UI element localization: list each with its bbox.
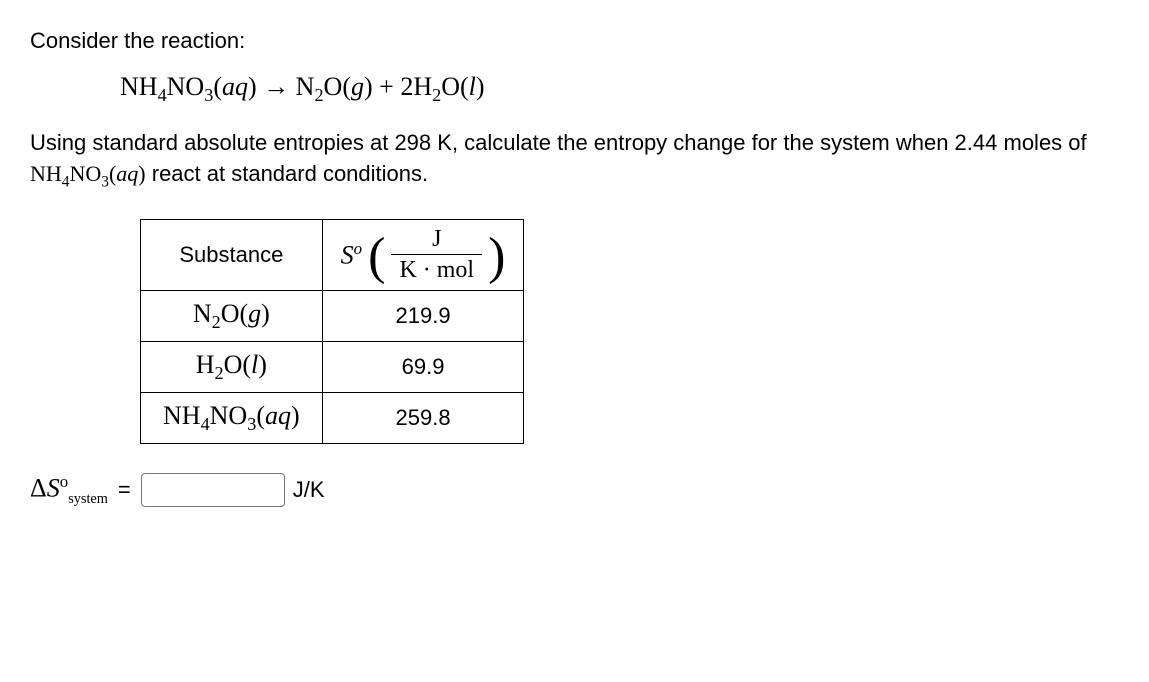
table-row: H2O(l)69.9 [141,341,524,392]
prompt-text: Using standard absolute entropies at 298… [30,128,1119,193]
substance-cell: H2O(l) [141,341,323,392]
entropy-answer-input[interactable] [141,473,285,507]
delta-s-label: ΔSosystem [30,472,108,508]
answer-unit: J/K [293,477,325,503]
substance-cell: N2O(g) [141,290,323,341]
table-row: N2O(g)219.9 [141,290,524,341]
substance-cell: NH4NO3(aq) [141,393,323,444]
answer-line: ΔSosystem = J/K [30,472,1119,508]
intro-text: Consider the reaction: [30,28,1119,54]
table-row: NH4NO3(aq)259.8 [141,393,524,444]
value-cell: 69.9 [322,341,524,392]
equals-sign: = [118,477,131,503]
entropy-table: Substance So ( J K · mol ) N2O(g)219.9H2… [140,219,1119,444]
reaction-equation: NH4NO3(aq) → N2O(g) + 2H2O(l) [120,72,1119,106]
header-substance: Substance [141,219,323,290]
value-cell: 259.8 [322,393,524,444]
header-entropy: So ( J K · mol ) [322,219,524,290]
value-cell: 219.9 [322,290,524,341]
